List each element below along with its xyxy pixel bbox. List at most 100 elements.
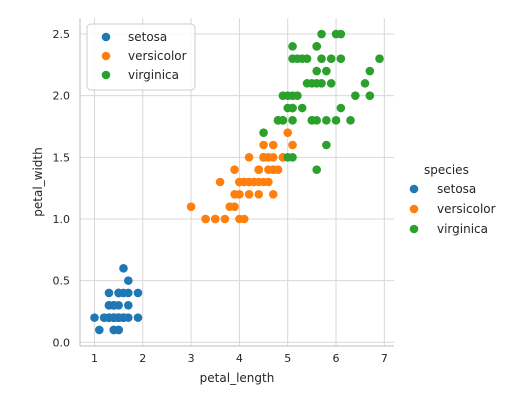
legend-outer-marker-virginica	[409, 224, 419, 234]
data-point-versicolor	[288, 140, 297, 150]
data-point-versicolor	[259, 153, 268, 162]
data-point-virginica	[326, 54, 336, 63]
data-point-virginica	[336, 54, 346, 63]
data-point-virginica	[312, 165, 322, 174]
data-point-versicolor	[220, 214, 230, 224]
y-tick-label: 0.0	[53, 336, 71, 349]
data-point-versicolor	[235, 190, 244, 199]
x-tick-label: 4	[236, 352, 243, 365]
y-tick-label: 2.5	[53, 28, 71, 41]
legend-outer-marker-setosa	[409, 184, 419, 194]
legend-inner-label-setosa: setosa	[128, 30, 167, 44]
data-point-virginica	[336, 103, 346, 113]
x-axis-label: petal_length	[200, 371, 275, 385]
data-point-versicolor	[230, 165, 239, 174]
data-point-virginica	[360, 79, 370, 88]
data-point-setosa	[119, 264, 128, 273]
data-point-setosa	[95, 325, 104, 335]
data-point-virginica	[278, 91, 288, 100]
data-point-setosa	[104, 288, 114, 298]
data-point-virginica	[322, 140, 331, 150]
data-point-versicolor	[210, 214, 220, 224]
data-point-setosa	[133, 313, 143, 322]
data-points	[90, 29, 384, 335]
data-point-virginica	[312, 42, 322, 51]
data-point-virginica	[312, 79, 322, 88]
x-axis-ticks: 1 2 3 4 5 6 7	[91, 352, 388, 365]
data-point-versicolor	[244, 190, 254, 199]
data-point-virginica	[326, 79, 336, 88]
data-point-virginica	[312, 66, 322, 76]
data-point-versicolor	[254, 165, 264, 174]
data-point-virginica	[351, 91, 360, 100]
data-point-versicolor	[239, 214, 249, 224]
data-point-setosa	[114, 288, 123, 298]
legend-outer-label-versicolor: versicolor	[437, 202, 496, 216]
data-point-versicolor	[264, 177, 273, 187]
data-point-versicolor	[283, 128, 293, 137]
data-point-virginica	[322, 116, 331, 125]
data-point-virginica	[288, 116, 297, 125]
data-point-versicolor	[254, 190, 264, 199]
y-tick-label: 1.0	[53, 213, 71, 226]
data-point-versicolor	[249, 177, 259, 187]
data-point-setosa	[124, 276, 133, 285]
data-point-versicolor	[186, 202, 196, 211]
data-point-versicolor	[268, 153, 278, 162]
legend-outer: species setosa versicolor virginica	[409, 163, 496, 236]
data-point-virginica	[283, 103, 293, 113]
legend-outer-label-virginica: virginica	[437, 222, 488, 236]
legend-inner-marker-versicolor	[101, 51, 111, 61]
data-point-virginica	[336, 29, 346, 39]
data-point-virginica	[273, 116, 283, 125]
legend-outer-marker-versicolor	[409, 204, 419, 214]
y-axis-ticks: 0.0 0.5 1.0 1.5 2.0 2.5	[53, 28, 71, 349]
x-tick-label: 6	[333, 352, 340, 365]
x-tick-label: 3	[188, 352, 195, 365]
data-point-versicolor	[268, 140, 278, 150]
data-point-virginica	[375, 54, 384, 63]
y-tick-label: 0.5	[53, 275, 71, 288]
legend-inner-marker-setosa	[101, 32, 111, 42]
data-point-versicolor	[215, 177, 225, 187]
legend-inner-label-versicolor: versicolor	[128, 49, 187, 63]
data-point-virginica	[259, 128, 268, 137]
data-point-virginica	[302, 79, 312, 88]
data-point-virginica	[307, 116, 317, 125]
data-point-versicolor	[225, 202, 235, 211]
legend-title: species	[424, 163, 469, 177]
y-tick-label: 1.5	[53, 151, 71, 164]
data-point-virginica	[288, 42, 297, 51]
data-point-versicolor	[239, 177, 249, 187]
legend-inner-frame	[86, 23, 196, 91]
x-tick-label: 7	[381, 352, 388, 365]
legend-inner-marker-virginica	[101, 70, 111, 80]
x-tick-label: 2	[139, 352, 146, 365]
x-tick-label: 5	[284, 352, 291, 365]
series-setosa	[90, 264, 143, 335]
data-point-setosa	[124, 301, 133, 310]
data-point-versicolor	[244, 153, 254, 162]
data-point-setosa	[90, 313, 99, 322]
series-virginica	[259, 29, 384, 174]
data-point-setosa	[109, 301, 119, 310]
data-point-versicolor	[201, 214, 210, 224]
data-point-virginica	[331, 116, 341, 125]
data-point-virginica	[346, 116, 355, 125]
data-point-setosa	[133, 288, 143, 298]
x-tick-label: 1	[91, 352, 98, 365]
y-axis-label: petal_width	[31, 147, 45, 216]
data-point-setosa	[109, 325, 119, 335]
data-point-virginica	[317, 54, 326, 63]
data-point-virginica	[322, 66, 331, 76]
data-point-versicolor	[273, 165, 283, 174]
data-point-versicolor	[268, 190, 278, 199]
data-point-setosa	[109, 313, 119, 322]
data-point-virginica	[365, 91, 375, 100]
axes-spines	[79, 18, 394, 347]
data-point-virginica	[288, 153, 297, 162]
data-point-versicolor	[264, 165, 273, 174]
legend-outer-label-setosa: setosa	[437, 182, 476, 196]
data-point-virginica	[297, 103, 307, 113]
